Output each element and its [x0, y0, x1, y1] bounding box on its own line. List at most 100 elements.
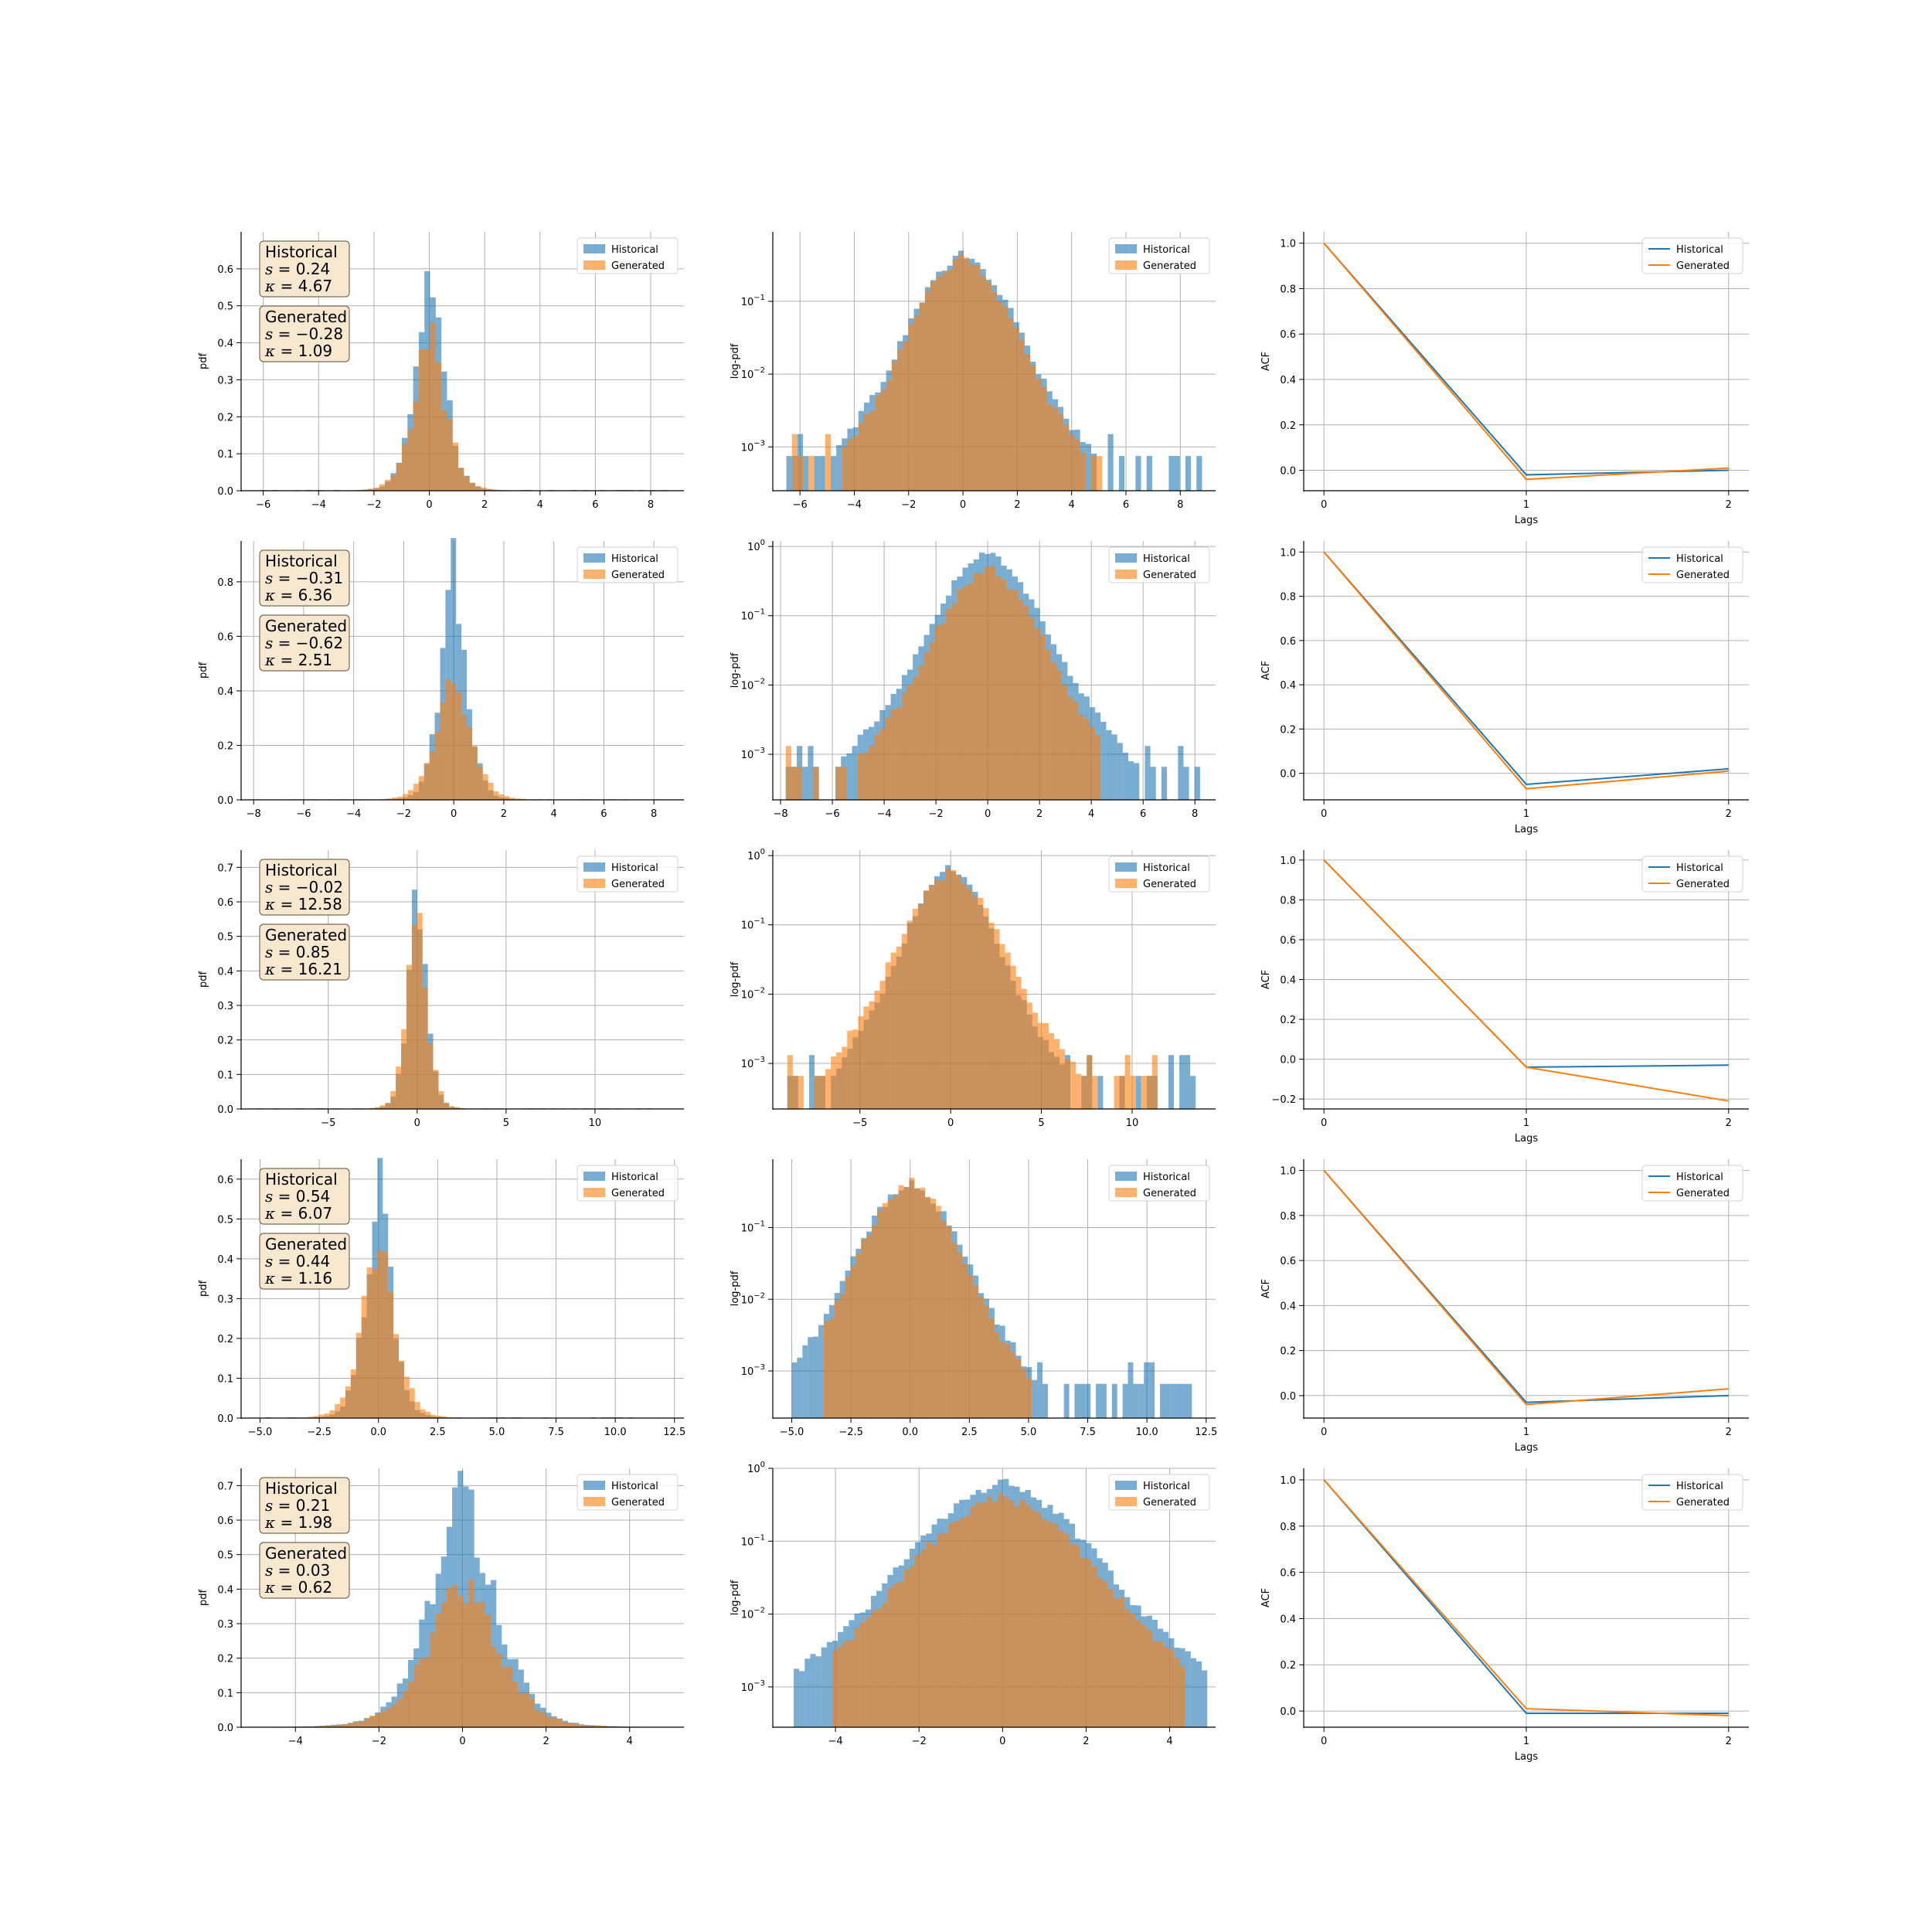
- y-tick-label: 0.4: [1280, 975, 1296, 987]
- stats-kurtosis-value: 6.36: [298, 586, 333, 604]
- bar-generated: [820, 1076, 826, 1109]
- legend-label-generated: Generated: [1676, 570, 1730, 581]
- x-ticks: −4 −2 0 2 4: [828, 1727, 1173, 1747]
- legend-swatch-historical: [1115, 1172, 1137, 1181]
- bar-generated: [1102, 1581, 1108, 1727]
- bar-generated: [945, 869, 951, 1109]
- stats-kurtosis: κ = 1.09: [264, 342, 332, 360]
- x-tick-label: −2: [366, 499, 381, 511]
- acf-lines: [1323, 1479, 1729, 1717]
- bar-generated: [915, 1555, 921, 1727]
- bar-generated: [988, 1318, 995, 1418]
- bar-generated: [913, 676, 919, 800]
- bar-generated: [957, 589, 963, 800]
- x-tick-label: 2: [1726, 1736, 1732, 1747]
- bar-generated: [862, 752, 869, 800]
- x-ticks: 0 1 2: [1321, 1418, 1732, 1438]
- bar-generated: [369, 1715, 376, 1727]
- x-tick-label: 2: [481, 499, 488, 511]
- bar-historical: [799, 1671, 805, 1727]
- bar-generated: [973, 573, 979, 800]
- x-tick-label: 10: [1126, 1117, 1139, 1129]
- y-axis-label: pdf: [198, 353, 209, 370]
- y-axis-label: log-pdf: [730, 1270, 741, 1306]
- bar-generated: [461, 715, 468, 800]
- y-tick-label: 0.6: [1280, 1568, 1296, 1580]
- histogram: [265, 1158, 634, 1418]
- bar-historical: [1175, 1383, 1182, 1418]
- bar-generated: [366, 1267, 372, 1418]
- bar-generated: [1080, 452, 1086, 491]
- bar-generated: [1078, 715, 1084, 800]
- x-tick-label: 4: [537, 499, 543, 511]
- x-tick-label: 4: [1088, 808, 1094, 820]
- bar-generated: [798, 1076, 804, 1109]
- legend-swatch-generated: [583, 1497, 605, 1506]
- bar-generated: [573, 1723, 580, 1727]
- stats-box-historical: [259, 549, 350, 607]
- bar-generated: [1151, 1055, 1158, 1109]
- subplot-r3-pdf: −5 0 5 10 0.0 0.1 0.2 0.3 0.4 0.5 0.6 0.7 pdf Histori…: [198, 850, 684, 1129]
- bar-generated: [408, 790, 413, 800]
- x-tick-label: 5.0: [489, 1427, 505, 1438]
- bar-generated: [1006, 589, 1012, 800]
- bar-generated: [978, 1296, 985, 1418]
- y-tick-label: 10−2: [741, 677, 765, 692]
- bar-generated: [446, 1587, 453, 1727]
- bar-generated: [935, 1206, 941, 1418]
- bar-generated: [940, 623, 947, 800]
- stats-skew: s = 0.03: [265, 1561, 330, 1580]
- bar-generated: [852, 435, 859, 491]
- x-tick-label: 0: [1321, 1427, 1327, 1438]
- y-tick-label: 0.6: [1280, 1256, 1296, 1267]
- y-ticks: 0.0 0.2 0.4 0.6 0.8 1.0: [1280, 547, 1304, 781]
- y-tick-label: 0.6: [1280, 935, 1296, 947]
- bar-generated: [422, 988, 428, 1109]
- stats-name: Historical: [265, 552, 338, 570]
- legend-label-generated: Generated: [1143, 879, 1196, 890]
- bar-generated: [973, 1285, 979, 1418]
- bar-generated: [930, 1199, 936, 1418]
- bar-historical: [808, 1055, 815, 1109]
- bar-generated: [994, 929, 1000, 1109]
- bar-generated: [872, 1225, 877, 1418]
- bar-generated: [1003, 1496, 1009, 1727]
- y-tick-label: 100: [747, 1461, 765, 1475]
- histogram: [787, 865, 1196, 1109]
- bar-generated: [909, 1566, 916, 1727]
- stats-box-historical: [259, 1168, 350, 1225]
- legend-swatch-historical: [583, 862, 605, 872]
- bar-generated: [885, 717, 891, 800]
- stats-name: Historical: [265, 1479, 338, 1498]
- bar-generated: [999, 944, 1005, 1109]
- bar-generated: [447, 1417, 453, 1418]
- bar-generated: [441, 410, 447, 491]
- bar-generated: [946, 608, 952, 800]
- bar-generated: [1124, 1609, 1131, 1727]
- bar-generated: [903, 341, 909, 491]
- bar-generated: [918, 665, 924, 800]
- bar-generated: [998, 1492, 1004, 1727]
- y-tick-label: 0.4: [217, 966, 233, 978]
- y-axis-label: ACF: [1260, 352, 1272, 371]
- bar-generated: [981, 1502, 987, 1727]
- stats-kurtosis: κ = 6.07: [264, 1204, 332, 1223]
- bar-generated: [355, 1332, 362, 1418]
- bar-generated: [447, 419, 453, 491]
- bar-generated: [319, 1726, 325, 1727]
- x-tick-label: 2.5: [961, 1427, 978, 1438]
- bar-generated: [813, 767, 819, 800]
- x-tick-label: 0: [947, 1117, 954, 1129]
- bar-generated: [1019, 340, 1025, 491]
- bar-generated: [507, 1666, 513, 1727]
- bar-generated: [492, 489, 498, 491]
- x-tick-label: −8: [247, 808, 261, 820]
- bar-generated: [408, 1682, 414, 1727]
- y-tick-label: 0.8: [217, 577, 233, 589]
- bar-generated: [449, 1106, 455, 1109]
- y-tick-label: 10−1: [741, 1533, 765, 1548]
- bar-generated: [1014, 1506, 1020, 1727]
- bar-historical: [794, 1668, 800, 1727]
- bar-generated: [479, 1601, 485, 1727]
